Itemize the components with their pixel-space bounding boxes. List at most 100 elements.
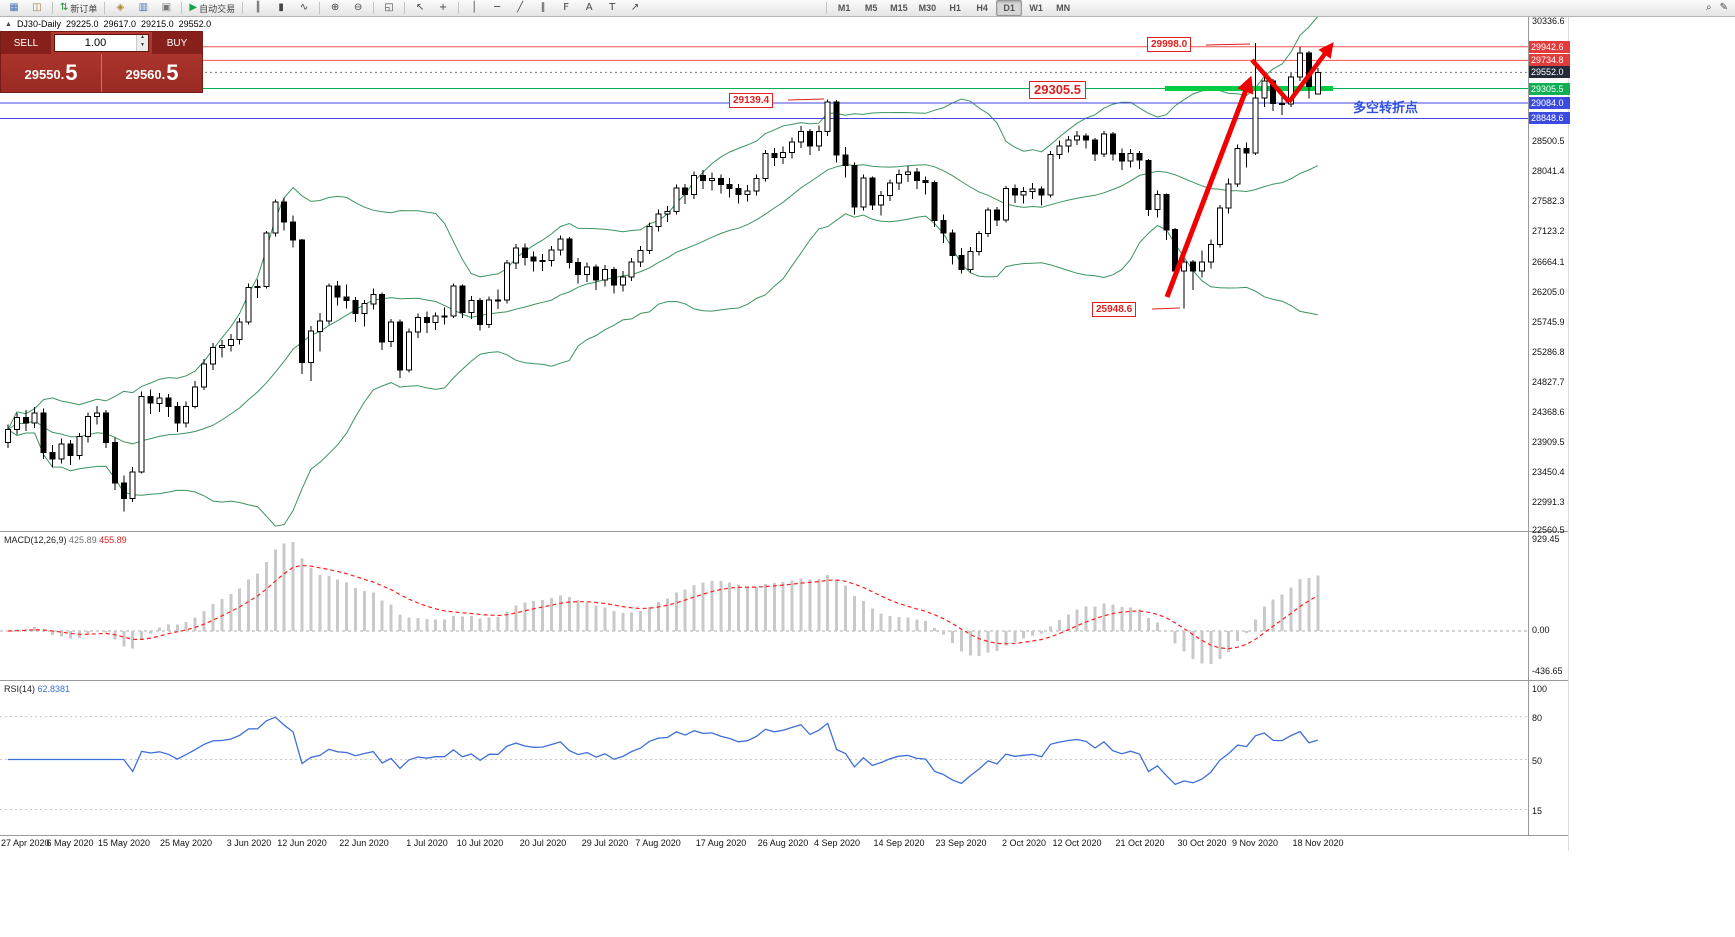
candle — [290, 221, 297, 241]
toolbar-separator — [373, 2, 375, 14]
sell-price-button[interactable]: 29550. 5 — [1, 54, 102, 92]
trendline-icon[interactable]: ╱ — [509, 0, 531, 16]
candle — [1056, 145, 1063, 155]
rsi-panel-resize-handle[interactable] — [0, 678, 1568, 682]
symbol-period-label: DJ30-Daily — [16, 19, 61, 29]
candle — [94, 412, 101, 417]
price-axis-label: 27123.2 — [1532, 226, 1565, 236]
candle — [85, 415, 92, 438]
candle — [566, 238, 573, 263]
october-low-callout[interactable]: 25948.6 — [1092, 302, 1137, 317]
horizontal-line-icon[interactable]: ─ — [486, 0, 508, 16]
candle — [753, 178, 760, 192]
fibonacci-icon[interactable]: F — [555, 0, 577, 16]
candlestick-chart-icon[interactable]: ▮ — [270, 0, 292, 16]
zoom-out-icon[interactable]: ⊖ — [347, 0, 369, 16]
candle — [263, 232, 270, 288]
text-icon[interactable]: A — [578, 0, 600, 16]
channel-icon[interactable]: ∥ — [532, 0, 554, 16]
candle — [904, 171, 911, 176]
volume-up-button[interactable]: ▲ — [137, 35, 148, 43]
trendline-icon: ╱ — [517, 2, 524, 13]
vertical-line-icon[interactable]: │ — [463, 0, 485, 16]
volume-down-button[interactable]: ▼ — [137, 43, 148, 51]
candle — [833, 101, 840, 156]
profiles-icon[interactable]: ◫ — [26, 0, 48, 16]
line-chart-icon[interactable]: ∿ — [293, 0, 315, 16]
market-watch-icon[interactable]: ▥ — [132, 0, 154, 16]
date-axis-label: 22 Jun 2020 — [339, 838, 389, 848]
search-icon[interactable]: ⌕ — [1706, 2, 1712, 13]
timeframe-m30[interactable]: M30 — [918, 3, 937, 13]
buy-price-button[interactable]: 29560. 5 — [102, 54, 202, 92]
label-icon[interactable]: T — [601, 0, 623, 16]
rsi-line — [8, 716, 1318, 786]
data-window-icon[interactable]: ▣ — [155, 0, 177, 16]
timeframe-w1[interactable]: W1 — [1029, 3, 1043, 13]
rsi-axis-label: 50 — [1532, 756, 1543, 766]
new-order-button-label: 新订单 — [70, 3, 98, 14]
trend-annotation[interactable] — [1164, 42, 1334, 298]
macd-panel-resize-handle[interactable] — [0, 529, 1568, 533]
autotrading-button[interactable]: ▶ 自动交易 — [186, 0, 238, 16]
september-high-callout[interactable]: 29139.4 — [729, 93, 774, 108]
price-axis-label: 24827.7 — [1532, 377, 1565, 387]
arrow-tool-icon[interactable]: ↗ — [624, 0, 646, 16]
timeframe-h1[interactable]: H1 — [949, 3, 961, 13]
macd-main-value: 425.89 — [69, 535, 97, 545]
buy-button[interactable]: BUY — [152, 32, 202, 54]
candle — [361, 303, 368, 315]
candle — [958, 254, 965, 271]
turning-point-note[interactable]: 多空转折点 — [1353, 101, 1419, 116]
candle — [1136, 153, 1143, 161]
candle — [5, 429, 11, 444]
candle — [851, 165, 858, 208]
macd-indicator-label: MACD(12,26,9) 425.89 455.89 — [4, 535, 127, 545]
timeframe-m5[interactable]: M5 — [864, 3, 878, 13]
candle — [539, 260, 546, 262]
candle — [334, 285, 341, 298]
candle — [967, 250, 974, 271]
timeframe-d1[interactable]: D1 — [996, 0, 1023, 16]
timeframe-mn[interactable]: MN — [1056, 3, 1071, 13]
support-level-callout[interactable]: 29305.5 — [1029, 81, 1086, 99]
autotrading-button: ▶ — [189, 2, 198, 13]
bars-chart-icon[interactable]: ║ — [247, 0, 269, 16]
candle — [325, 285, 332, 322]
new-order-button[interactable]: ⇅ 新订单 — [57, 0, 100, 16]
tile-windows-icon[interactable]: ◱ — [378, 0, 400, 16]
date-axis-label: 23 Sep 2020 — [935, 838, 987, 848]
candle — [646, 225, 653, 252]
candle — [896, 174, 902, 184]
new-order-button: ⇅ — [60, 2, 69, 13]
candle — [138, 396, 145, 473]
candle — [450, 285, 457, 317]
trend-arrow-up — [1164, 75, 1254, 298]
candle — [103, 412, 109, 444]
one-click-panel-toggle[interactable]: ▲ — [5, 20, 12, 28]
candle — [664, 210, 671, 215]
volume-input[interactable] — [55, 35, 136, 51]
candle — [1065, 139, 1072, 147]
new-chart-icon: ▦ — [9, 2, 19, 13]
new-chart-icon[interactable]: ▦ — [3, 0, 25, 16]
indicators-icon[interactable]: ◈ — [109, 0, 131, 16]
spike-high-callout[interactable]: 29998.0 — [1147, 37, 1192, 52]
crosshair-icon[interactable]: + — [432, 0, 454, 16]
candle — [1154, 193, 1161, 210]
open-value: 29225.0 — [65, 19, 99, 29]
candle — [521, 247, 528, 258]
timeframe-m15[interactable]: M15 — [890, 3, 908, 13]
sell-button[interactable]: SELL — [1, 32, 51, 54]
price-axis-badge: 29552.0 — [1529, 66, 1570, 78]
timeframe-m1[interactable]: M1 — [837, 3, 851, 13]
timeframe-h4[interactable]: H4 — [976, 3, 988, 13]
edit-icon[interactable]: ✎ — [1719, 2, 1728, 13]
candle — [1288, 76, 1294, 105]
bollinger-lower-band — [7, 213, 1318, 527]
candle — [486, 299, 493, 326]
candle — [1190, 261, 1196, 272]
macd-axis-label: -436.65 — [1532, 666, 1563, 676]
zoom-in-icon[interactable]: ⊕ — [324, 0, 346, 16]
cursor-icon[interactable]: ↖ — [409, 0, 431, 16]
